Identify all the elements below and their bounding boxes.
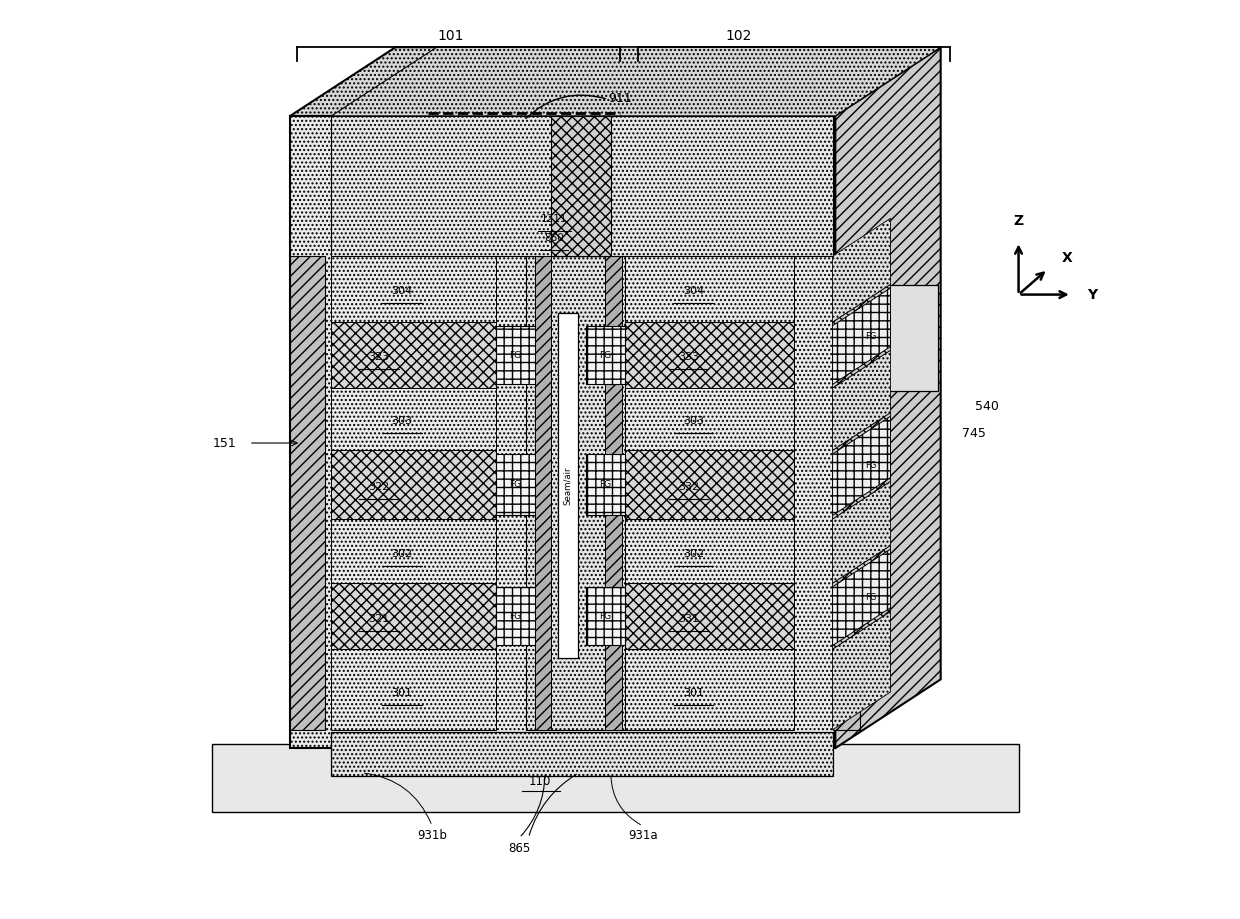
Text: 110: 110 (529, 775, 552, 788)
Bar (331, 732, 832, 776)
Text: 303: 303 (392, 416, 413, 426)
Bar (526, 256, 625, 730)
Bar (625, 649, 794, 730)
Text: X: X (1061, 251, 1073, 265)
Text: 102: 102 (725, 29, 753, 43)
Text: FG: FG (510, 481, 522, 489)
Text: 301: 301 (392, 688, 413, 698)
Text: FG: FG (866, 593, 877, 602)
Bar (331, 322, 496, 388)
Polygon shape (290, 47, 941, 116)
Text: 865: 865 (508, 843, 531, 856)
Bar (331, 519, 496, 584)
Text: 303: 303 (683, 416, 704, 426)
Bar (331, 584, 496, 649)
Polygon shape (832, 288, 890, 384)
Text: 101: 101 (438, 29, 464, 43)
Text: 333: 333 (678, 352, 699, 362)
Text: 931b: 931b (417, 829, 448, 842)
Text: FG: FG (599, 481, 611, 489)
Text: FG: FG (510, 350, 522, 359)
Bar (832, 256, 861, 730)
Text: FG: FG (599, 612, 611, 620)
Text: 302: 302 (392, 549, 413, 559)
Text: FG: FG (510, 612, 522, 620)
Text: 304: 304 (683, 286, 704, 296)
Text: 540: 540 (976, 400, 999, 413)
Text: FG: FG (599, 350, 611, 359)
Bar (331, 388, 496, 450)
Polygon shape (832, 545, 890, 649)
Text: 301: 301 (683, 688, 704, 698)
Polygon shape (832, 416, 890, 516)
Bar (625, 450, 794, 519)
Bar (625, 519, 794, 584)
Text: 745: 745 (962, 427, 986, 440)
Bar (496, 325, 534, 384)
Polygon shape (832, 350, 890, 450)
Text: Z: Z (1013, 214, 1023, 228)
Polygon shape (832, 219, 890, 322)
Bar (496, 587, 534, 645)
Text: 911: 911 (608, 92, 631, 105)
Bar (558, 312, 578, 658)
Text: FG: FG (866, 332, 877, 341)
Bar (331, 450, 496, 519)
Text: 860: 860 (544, 233, 564, 243)
Bar (625, 322, 794, 388)
Text: 322: 322 (368, 482, 389, 492)
Polygon shape (832, 284, 890, 388)
Text: 321: 321 (368, 614, 389, 624)
Text: 323: 323 (368, 352, 389, 362)
Text: Seam/air: Seam/air (563, 466, 573, 505)
Bar (496, 454, 534, 516)
Polygon shape (331, 47, 941, 116)
Text: Y: Y (1086, 288, 1097, 301)
Bar (290, 116, 836, 748)
Text: 304: 304 (392, 286, 413, 296)
Polygon shape (832, 549, 890, 645)
Bar (587, 325, 625, 384)
Bar (290, 256, 325, 730)
Polygon shape (836, 47, 941, 748)
Text: 332: 332 (678, 482, 699, 492)
Bar (331, 116, 832, 256)
Text: FG: FG (866, 461, 877, 471)
Bar (331, 649, 496, 730)
Bar (587, 587, 625, 645)
Bar (625, 256, 794, 322)
Bar (625, 388, 794, 450)
Bar (861, 286, 937, 391)
Text: 151: 151 (212, 437, 236, 449)
Text: 1211: 1211 (541, 214, 567, 224)
Bar (625, 584, 794, 649)
Bar (331, 256, 496, 322)
Bar (212, 743, 1018, 812)
Text: 302: 302 (683, 549, 704, 559)
Text: 331: 331 (678, 614, 699, 624)
Bar (587, 454, 625, 516)
Bar (605, 256, 621, 730)
Bar (534, 256, 552, 730)
Polygon shape (832, 482, 890, 584)
Polygon shape (832, 413, 890, 519)
Polygon shape (832, 611, 890, 730)
Text: 931a: 931a (629, 829, 657, 842)
Bar (552, 116, 611, 256)
